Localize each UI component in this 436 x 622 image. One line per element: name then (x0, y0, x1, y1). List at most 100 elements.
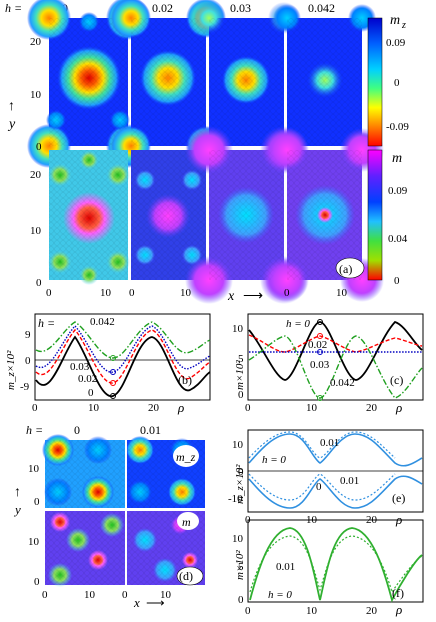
f-ytick-5: 5 (238, 561, 244, 573)
d-xtick-3: 10 (160, 589, 172, 601)
d-inset-mz: m_z (173, 445, 199, 467)
b-curve-label-003: 0.03 (70, 361, 90, 373)
m-map-h002 (131, 150, 206, 280)
colorbar-mz-tick-0: 0.09 (386, 37, 406, 49)
c-curve-h0 (248, 320, 423, 381)
colorbar-mz: m z 0.09 0 -0.09 (367, 13, 409, 147)
c-y-label: m×10² (234, 360, 246, 390)
a-ytick-10-top: 10 (30, 89, 42, 101)
panel-c-label: (c) (390, 373, 403, 387)
colorbar-mz-tick-1: 0 (394, 77, 400, 89)
panel-d-label: (d) (179, 569, 193, 583)
h-value-2: 0.03 (230, 1, 251, 15)
b-curve-h002 (35, 328, 211, 384)
a-xtick-4: 0 (284, 287, 290, 299)
b-h-label: h = (38, 316, 55, 330)
f-curve-label-001: 0.01 (276, 561, 295, 573)
a-xtick-5: 10 (336, 287, 348, 299)
f-x-label: ρ (395, 602, 402, 617)
d-xtick-1: 10 (84, 589, 96, 601)
m-map-h0 (48, 150, 130, 285)
f-xtick-0: 0 (245, 605, 251, 617)
m-map-h003 (185, 126, 308, 304)
e-curve-h001-upper (248, 431, 396, 459)
colorbar-m-tick-1: 0.04 (388, 233, 408, 245)
b-xtick-0: 0 (32, 402, 38, 414)
a-ytick-20-top: 20 (30, 36, 42, 48)
panel-e: m_z×10² 10 0 -10 0 10 20 ρ 0.01 h = 0 0.… (228, 429, 424, 527)
d-ytick-10-top: 10 (28, 463, 40, 475)
c-ytick-0: 0 (238, 389, 244, 401)
e-y-label: m_z×10² (234, 464, 246, 504)
f-xtick-10: 10 (306, 605, 318, 617)
a-ytick-0-bot: 0 (36, 277, 42, 289)
colorbar-m-symbol: m (392, 151, 402, 166)
b-curve-label-0042: 0.042 (90, 316, 115, 328)
colorbar-mz-symbol: m (390, 13, 400, 28)
c-curve-label-003: 0.03 (310, 359, 330, 371)
panel-b-label: (b) (178, 373, 192, 387)
a-xtick-1: 10 (100, 287, 112, 299)
b-xtick-10: 10 (88, 402, 100, 414)
d-h-value-0: 0 (74, 423, 80, 437)
e-curve-label-001-top: 0.01 (320, 437, 339, 449)
f-ytick-0: 0 (238, 594, 244, 606)
c-xtick-20: 20 (366, 402, 378, 414)
d-mz-map (42, 434, 205, 508)
b-curve-h0042 (35, 321, 211, 359)
d-xtick-2: 0 (122, 589, 128, 601)
f-curve-label-h0: h = 0 (268, 589, 292, 601)
colorbar-m-tick-2: 0 (394, 275, 400, 287)
e-curve-label-h0: h = 0 (262, 454, 286, 466)
d-y-label: y (13, 502, 21, 517)
d-x-arrow: ⟶ (146, 595, 165, 610)
panel-a-label-box: (a) (335, 257, 365, 279)
e-ytick-10: 10 (232, 439, 244, 451)
f-y-label: m×10² (234, 550, 246, 580)
e-curve-h0-lower (248, 475, 423, 509)
colorbar-m-tick-0: 0.09 (388, 185, 408, 197)
f-xtick-20: 20 (366, 605, 378, 617)
d-inset-m-label: m (182, 515, 191, 529)
f-curve-h001 (249, 535, 423, 594)
panel-f: m×10² 10 5 0 0 10 20 ρ 0.01 h = 0 (f) (232, 519, 424, 617)
c-ytick-5: 5 (238, 353, 244, 365)
e-curve-label-0: 0 (316, 481, 322, 493)
panel-f-label: (f) (392, 586, 404, 600)
e-ytick-neg10: -10 (228, 493, 243, 505)
c-xtick-10: 10 (306, 402, 318, 414)
d-y-arrow: ↑ (14, 485, 21, 500)
colorbar-mz-subscript: z (401, 20, 406, 31)
c-curve-h002 (248, 334, 423, 353)
b-ytick-9: 9 (25, 329, 31, 341)
b-curve-h0 (35, 335, 211, 397)
panel-d: h = 0 0.01 (13, 423, 205, 610)
b-curve-label-002: 0.02 (78, 373, 97, 385)
e-ytick-0: 0 (238, 466, 244, 478)
h-value-3: 0.042 (308, 1, 335, 15)
d-ytick-0-bot: 0 (34, 576, 40, 588)
c-x-label: ρ (395, 400, 402, 415)
c-curve-label-002: 0.02 (308, 339, 327, 351)
panel-a: h = 0 0.02 0.03 0.042 (5, 0, 409, 304)
a-xtick-2: 0 (129, 287, 135, 299)
e-curve-label-001-bot: 0.01 (340, 475, 359, 487)
b-ytick-neg9: -9 (20, 381, 30, 393)
panel-c: m×10² 10 5 0 0 10 20 ρ h = 0 0.02 0.03 0… (232, 313, 424, 415)
a-ytick-20-bot: 20 (30, 169, 42, 181)
b-y-label: m_z×10² (5, 350, 17, 390)
d-ytick-10-bot: 10 (28, 536, 40, 548)
b-ytick-0: 0 (25, 355, 31, 367)
c-curve-h0042 (248, 335, 423, 399)
b-curve-label-0: 0 (88, 387, 94, 399)
f-ytick-10: 10 (232, 533, 244, 545)
a-xtick-0: 0 (46, 287, 52, 299)
e-curve-h0-upper (248, 433, 423, 467)
a-y-axis-arrow: ↑ (8, 99, 15, 114)
e-curve-h001-lower (248, 473, 396, 501)
h-value-1: 0.02 (152, 1, 173, 15)
c-curve-label-h0: h = 0 (286, 318, 310, 330)
c-xtick-0: 0 (245, 402, 251, 414)
a-ytick-0-top: 0 (36, 141, 42, 153)
